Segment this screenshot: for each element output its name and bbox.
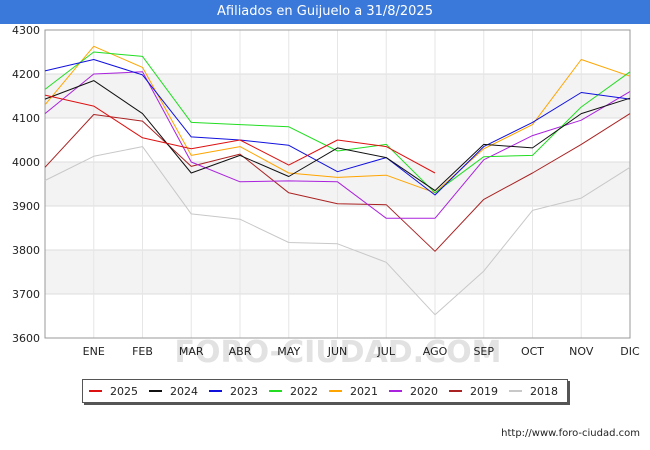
- legend-label: 2018: [530, 384, 558, 398]
- legend-label: 2022: [290, 384, 318, 398]
- legend-label: 2024: [170, 384, 198, 398]
- x-tick-label: FEB: [132, 345, 153, 358]
- y-tick-label: 4100: [12, 112, 40, 125]
- legend-swatch: [389, 390, 402, 392]
- x-tick-label: SEP: [473, 345, 494, 358]
- legend-item-2023: 2023: [209, 380, 258, 402]
- x-tick-label: NOV: [569, 345, 594, 358]
- x-tick-label: DIC: [620, 345, 640, 358]
- legend-item-2021: 2021: [329, 380, 378, 402]
- series-line-2023: [44, 59, 631, 196]
- legend: 2025 2024 2023 2022 2021 2020 2019 2018: [82, 379, 568, 403]
- legend-label: 2021: [350, 384, 378, 398]
- y-tick-label: 3900: [12, 200, 40, 213]
- series-line-2025: [44, 94, 436, 174]
- legend-swatch: [209, 390, 222, 392]
- grid: [44, 29, 631, 339]
- legend-swatch: [329, 390, 342, 392]
- y-tick-label: 3600: [12, 332, 40, 345]
- series-line-2022: [44, 51, 631, 194]
- x-axis-ticks: ENE FEB MAR ABR MAY JUN JUL AGO SEP OCT NOV DIC: [83, 345, 640, 358]
- legend-item-2020: 2020: [389, 380, 438, 402]
- series-lines: [44, 45, 631, 316]
- x-tick-label: ENE: [83, 345, 105, 358]
- x-tick-label: OCT: [521, 345, 544, 358]
- watermark-text: FORO-CIUDAD.COM: [175, 335, 502, 370]
- x-tick-label: MAR: [179, 345, 204, 358]
- series-line-2018: [44, 146, 631, 316]
- legend-label: 2025: [110, 384, 138, 398]
- y-tick-label: 3700: [12, 288, 40, 301]
- y-tick-label: 4000: [12, 156, 40, 169]
- legend-item-2018: 2018: [509, 380, 558, 402]
- legend-label: 2023: [230, 384, 258, 398]
- series-line-2020: [44, 71, 631, 219]
- legend-swatch: [449, 390, 462, 392]
- legend-item-2022: 2022: [269, 380, 318, 402]
- x-tick-label: JUL: [377, 345, 396, 358]
- legend-swatch: [509, 390, 522, 392]
- legend-item-2025: 2025: [89, 380, 138, 402]
- y-tick-label: 3800: [12, 244, 40, 257]
- series-line-2019: [44, 113, 631, 252]
- legend-label: 2020: [410, 384, 438, 398]
- legend-swatch: [269, 390, 282, 392]
- legend-swatch: [149, 390, 162, 392]
- legend-item-2024: 2024: [149, 380, 198, 402]
- series-line-2024: [44, 80, 631, 192]
- chart-title: Afiliados en Guijuelo a 31/8/2025: [0, 0, 650, 24]
- y-tick-label: 4200: [12, 68, 40, 81]
- x-tick-label: JUN: [327, 345, 348, 358]
- y-axis-ticks: 3600 3700 3800 3900 4000 4100 4200 4300: [12, 24, 40, 345]
- legend-swatch: [89, 390, 102, 392]
- watermark: FORO-CIUDAD.COM: [175, 335, 502, 370]
- x-tick-label: ABR: [229, 345, 252, 358]
- legend-item-2019: 2019: [449, 380, 498, 402]
- y-tick-label: 4300: [12, 24, 40, 37]
- plot-frame: [44, 29, 631, 339]
- x-tick-label: MAY: [277, 345, 300, 358]
- source-url[interactable]: http://www.foro-ciudad.com: [501, 428, 640, 439]
- series-line-2021: [44, 45, 631, 194]
- x-tick-label: AGO: [423, 345, 448, 358]
- legend-label: 2019: [470, 384, 498, 398]
